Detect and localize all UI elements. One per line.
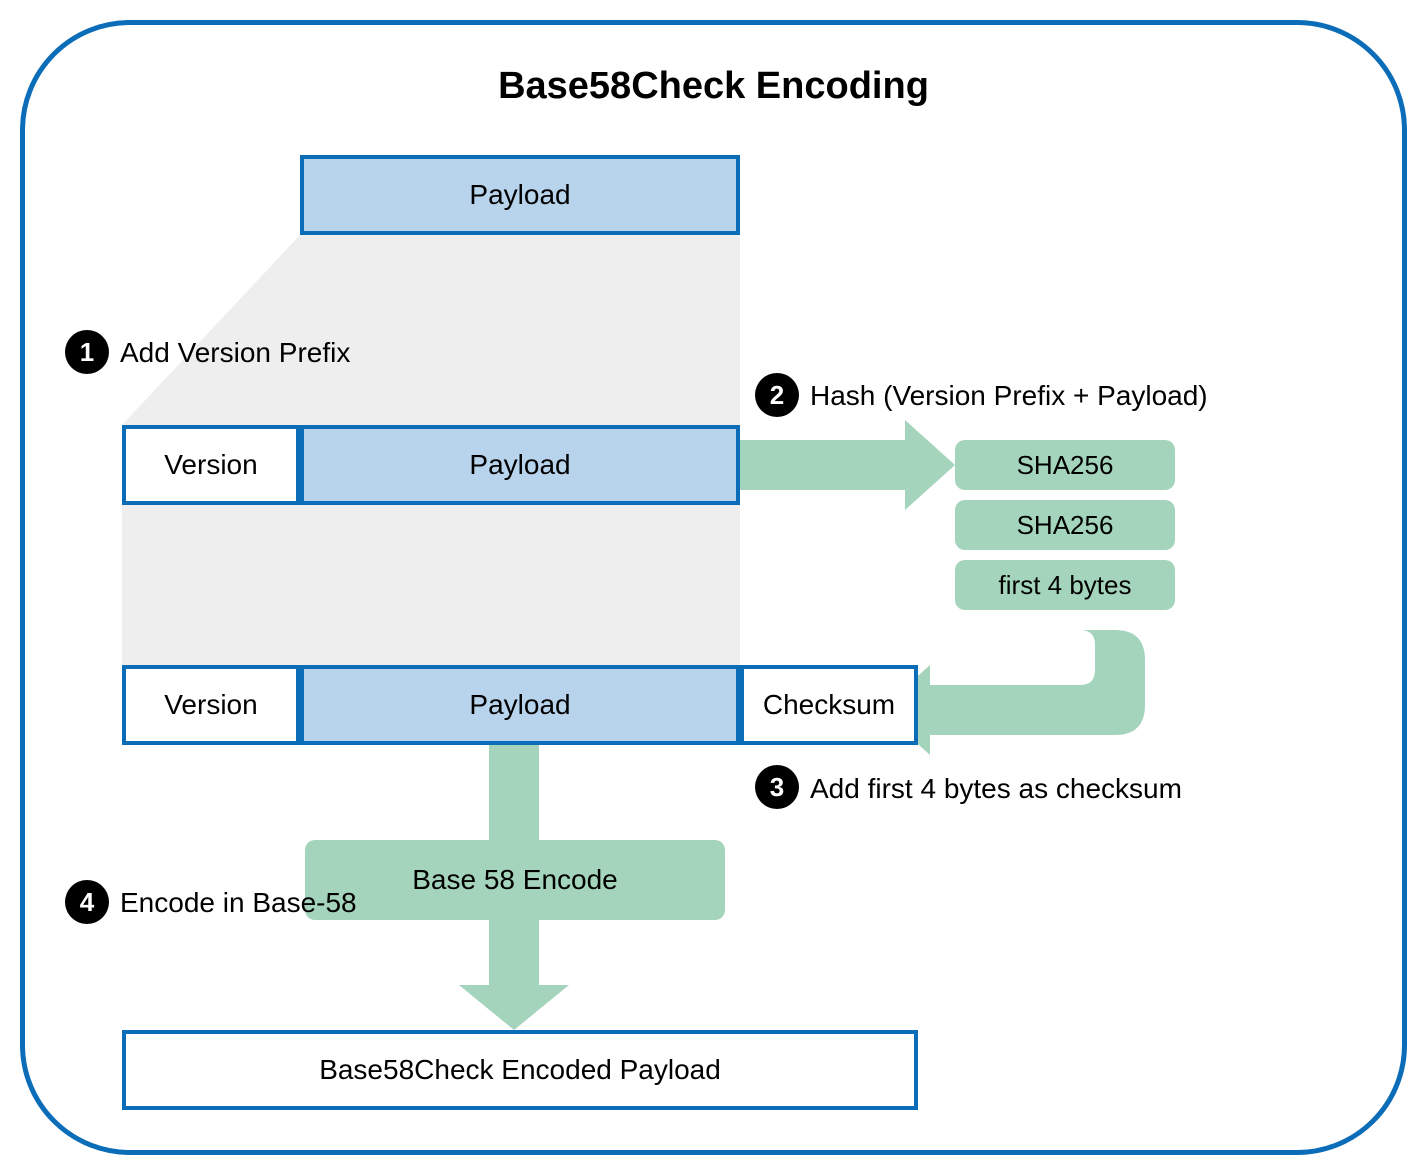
final-output-label: Base58Check Encoded Payload bbox=[319, 1054, 721, 1086]
row3-version-box: Version bbox=[122, 665, 300, 745]
arrow-down-1-icon bbox=[489, 745, 539, 840]
diagram-title: Base58Check Encoding bbox=[25, 65, 1402, 108]
row3-checksum-label: Checksum bbox=[763, 689, 895, 721]
step4-label: Encode in Base-58 bbox=[120, 887, 357, 919]
step2-num: 2 bbox=[770, 380, 784, 411]
step1-badge: 1 bbox=[65, 330, 109, 374]
trapezoid-2 bbox=[122, 505, 740, 665]
row2-payload-box: Payload bbox=[300, 425, 740, 505]
row1-payload-label: Payload bbox=[469, 179, 570, 211]
final-output-box: Base58Check Encoded Payload bbox=[122, 1030, 918, 1110]
row3-version-label: Version bbox=[164, 689, 257, 721]
diagram-frame: Base58Check Encoding Payload 1 Add Versi… bbox=[20, 20, 1407, 1155]
base58-encode-label: Base 58 Encode bbox=[412, 864, 618, 896]
row3-payload-label: Payload bbox=[469, 689, 570, 721]
step4-num: 4 bbox=[80, 887, 94, 918]
arrow-right-icon bbox=[740, 420, 955, 510]
trapezoid-1 bbox=[122, 235, 740, 425]
hash-first4-box: first 4 bytes bbox=[955, 560, 1175, 610]
step1-num: 1 bbox=[80, 337, 94, 368]
step3-badge: 3 bbox=[755, 765, 799, 809]
step4-badge: 4 bbox=[65, 880, 109, 924]
step2-badge: 2 bbox=[755, 373, 799, 417]
step3-num: 3 bbox=[770, 772, 784, 803]
hash-sha1-label: SHA256 bbox=[1017, 450, 1114, 481]
arrow-down-2-icon bbox=[459, 920, 569, 1030]
hash-sha1-box: SHA256 bbox=[955, 440, 1175, 490]
hash-sha2-box: SHA256 bbox=[955, 500, 1175, 550]
row2-version-label: Version bbox=[164, 449, 257, 481]
row1-payload-box: Payload bbox=[300, 155, 740, 235]
step2-label: Hash (Version Prefix + Payload) bbox=[810, 380, 1208, 412]
row3-checksum-box: Checksum bbox=[740, 665, 918, 745]
base58-encode-box: Base 58 Encode bbox=[305, 840, 725, 920]
step3-label: Add first 4 bytes as checksum bbox=[810, 773, 1182, 805]
row2-version-box: Version bbox=[122, 425, 300, 505]
hash-sha2-label: SHA256 bbox=[1017, 510, 1114, 541]
arrow-curve-left-icon bbox=[880, 630, 1145, 755]
step1-label: Add Version Prefix bbox=[120, 337, 350, 369]
row2-payload-label: Payload bbox=[469, 449, 570, 481]
hash-first4-label: first 4 bytes bbox=[999, 570, 1132, 601]
row3-payload-box: Payload bbox=[300, 665, 740, 745]
